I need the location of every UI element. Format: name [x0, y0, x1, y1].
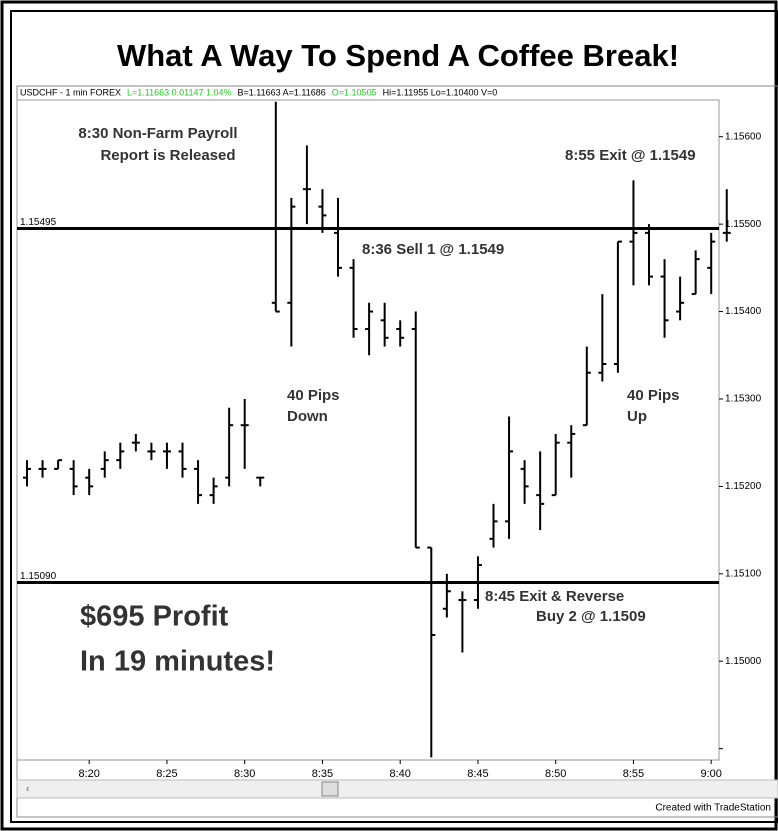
x-tick-label: 8:45 — [467, 768, 488, 780]
info-text: B=1.11663 A=1.11686 — [238, 87, 326, 97]
x-tick-label: 9:00 — [700, 768, 721, 780]
price-line-label: 1.15090 — [20, 571, 57, 582]
y-tick-label: 1.15100 — [725, 568, 762, 579]
y-tick-label: 1.15200 — [725, 481, 762, 492]
annotation: Report is Released — [100, 147, 235, 164]
info-text: O=1.10505 — [332, 87, 377, 97]
price-line-label: 1.15495 — [20, 217, 57, 228]
annotation: 40 Pips — [627, 387, 680, 404]
x-tick-label: 8:40 — [389, 768, 410, 780]
info-text: USDCHF - 1 min FOREX — [20, 87, 121, 97]
scroll-left[interactable]: ‹ — [26, 784, 29, 795]
inner-border — [10, 10, 778, 823]
x-tick-label: 8:35 — [312, 768, 333, 780]
y-tick-label: 1.15300 — [725, 394, 762, 405]
y-tick-label: 1.15000 — [725, 656, 762, 667]
info-text: L=1.11663 0.01147 1.04% — [127, 87, 232, 97]
info-text: Hi=1.11955 Lo=1.10400 V=0 — [383, 87, 498, 97]
annotation: 8:45 Exit & Reverse — [485, 588, 624, 605]
x-tick-label: 8:25 — [156, 768, 177, 780]
annotation: Up — [627, 408, 647, 425]
y-tick-label: 1.15600 — [725, 131, 762, 142]
annotation: 8:55 Exit @ 1.1549 — [565, 147, 696, 164]
scrollbar[interactable] — [16, 779, 778, 799]
x-tick-label: 8:20 — [78, 768, 99, 780]
plot-area — [16, 99, 720, 761]
annotation: Buy 2 @ 1.1509 — [536, 608, 646, 625]
footer: Created with TradeStation — [655, 803, 771, 814]
x-tick-label: 8:30 — [234, 768, 255, 780]
y-tick-label: 1.15500 — [725, 219, 762, 230]
annotation: 8:30 Non-Farm Payroll — [78, 125, 237, 142]
x-tick-label: 8:50 — [545, 768, 566, 780]
annotation: In 19 minutes! — [80, 646, 275, 678]
chart-title: What A Way To Spend A Coffee Break! — [117, 38, 679, 73]
annotation: 40 Pips — [287, 387, 340, 404]
x-tick-label: 8:55 — [623, 768, 644, 780]
annotation: Down — [287, 408, 328, 425]
scroll-thumb[interactable] — [321, 781, 339, 797]
annotation: 8:36 Sell 1 @ 1.1549 — [362, 241, 504, 258]
annotation: $695 Profit — [80, 601, 229, 633]
y-tick-label: 1.15400 — [725, 306, 762, 317]
